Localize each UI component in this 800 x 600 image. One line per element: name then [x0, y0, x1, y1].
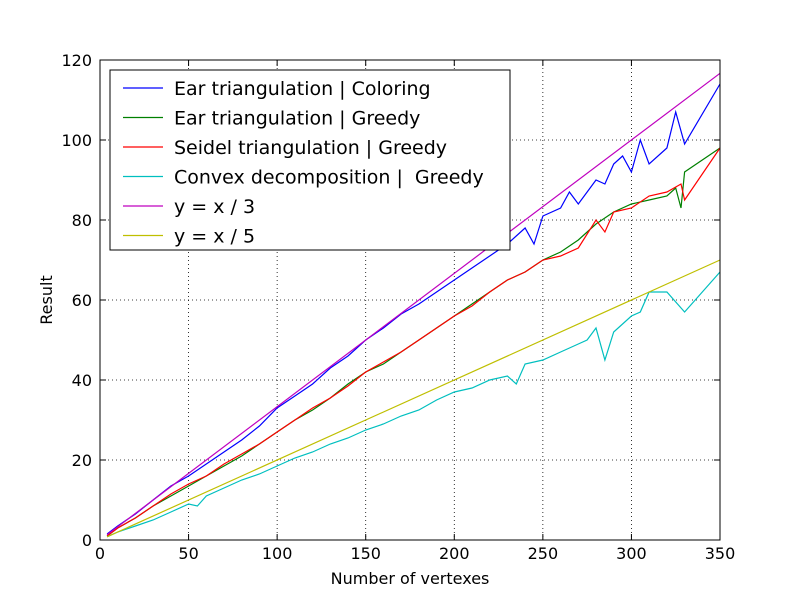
legend-box	[109, 69, 511, 251]
legend: Ear triangulation | Coloring Ear triangul…	[109, 69, 511, 251]
x-tick-label: 50	[178, 544, 198, 563]
x-tick-label: 250	[528, 544, 559, 563]
legend-label: Convex decomposition | Greedy	[174, 167, 484, 189]
y-tick-label: 100	[61, 131, 92, 150]
series-line-1	[106, 83, 721, 535]
x-tick-label: 0	[95, 544, 105, 563]
series-line-4	[106, 271, 721, 538]
x-tick-label: 350	[705, 544, 736, 563]
y-tick-label: 20	[72, 451, 92, 470]
series-lines	[106, 72, 721, 538]
y-tick-label: 80	[72, 211, 92, 230]
series-line-6	[106, 259, 721, 538]
legend-label: Seidel triangulation | Greedy	[174, 137, 447, 159]
x-axis-label: Number of vertexes	[331, 569, 490, 588]
y-tick-label: 40	[72, 371, 92, 390]
y-tick-label: 60	[72, 291, 92, 310]
legend-label: y = x / 3	[174, 196, 255, 218]
y-tick-label: 120	[61, 51, 92, 70]
legend-label: Ear triangulation | Coloring	[174, 78, 431, 100]
legend-label: y = x / 5	[174, 226, 255, 248]
y-tick-label: 0	[82, 531, 92, 550]
legend-label: Ear triangulation | Greedy	[174, 108, 420, 130]
y-axis-label: Result	[37, 275, 56, 324]
series-line-3	[106, 147, 721, 537]
axis-ticks: 0 50 100 150 200 250 300 350 0 20 40 60 80 100 120	[61, 51, 735, 563]
series-line-5	[106, 72, 721, 536]
x-tick-label: 300	[616, 544, 647, 563]
x-tick-label: 200	[439, 544, 470, 563]
x-tick-label: 150	[350, 544, 381, 563]
x-tick-label: 100	[262, 544, 293, 563]
